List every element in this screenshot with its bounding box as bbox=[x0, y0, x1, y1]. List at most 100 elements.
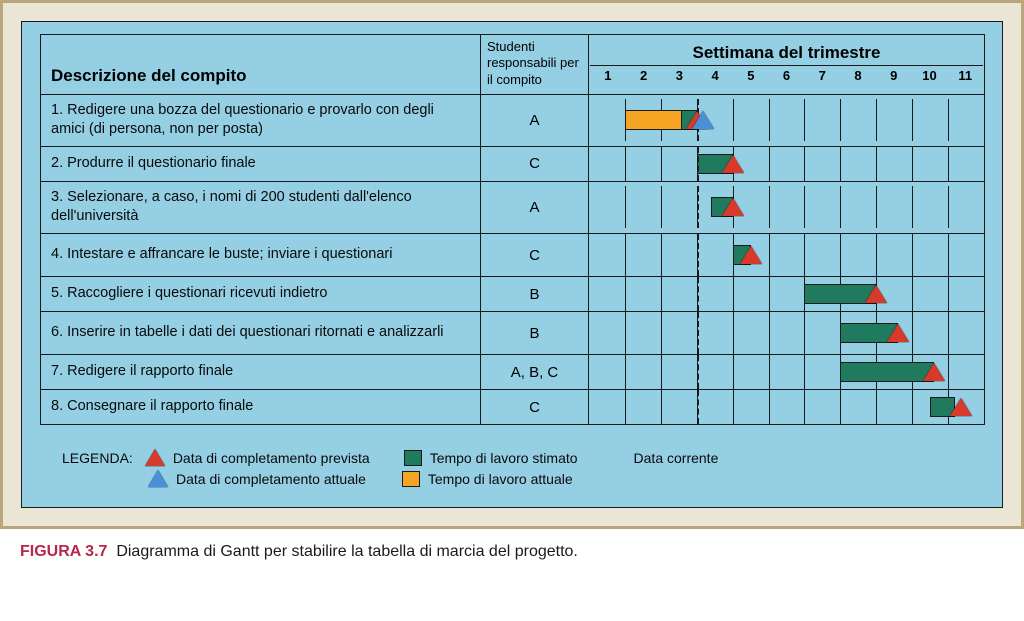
actual-completion-icon bbox=[692, 111, 714, 129]
grid-line bbox=[912, 277, 913, 311]
legend-current-text: Data corrente bbox=[634, 450, 719, 466]
grid-line bbox=[769, 277, 770, 311]
grid-line bbox=[840, 147, 841, 181]
grid-line bbox=[661, 312, 662, 354]
task-rows: 1. Redigere una bozza del questionario e… bbox=[41, 94, 985, 424]
task-description: 4. Intestare e affrancare le buste; invi… bbox=[41, 234, 481, 277]
task-row: 3. Selezionare, a caso, i nomi di 200 st… bbox=[41, 181, 985, 233]
grid-line bbox=[804, 312, 805, 354]
task-description: 1. Redigere una bozza del questionario e… bbox=[41, 94, 481, 146]
week-number: 4 bbox=[697, 66, 733, 85]
task-chart-cell bbox=[589, 234, 985, 277]
legend-actual-time-text: Tempo di lavoro attuale bbox=[428, 471, 573, 487]
grid-line bbox=[733, 99, 734, 141]
expected-completion-icon bbox=[950, 398, 972, 416]
legend-estimated-text: Tempo di lavoro stimato bbox=[430, 450, 578, 466]
grid-line bbox=[661, 147, 662, 181]
grid-line bbox=[804, 234, 805, 276]
grid-line bbox=[912, 390, 913, 424]
grid-line bbox=[948, 186, 949, 228]
grid-line bbox=[625, 312, 626, 354]
grid-line bbox=[876, 147, 877, 181]
task-responsible: A bbox=[481, 181, 589, 233]
expected-completion-icon bbox=[923, 363, 945, 381]
task-row: 5. Raccogliere i questionari ricevuti in… bbox=[41, 277, 985, 312]
task-responsible: A bbox=[481, 94, 589, 146]
legend-square-estimated-icon bbox=[404, 450, 422, 466]
gantt-chart-inner: Descrizione del compito Studenti respons… bbox=[22, 22, 1002, 439]
task-chart-cell bbox=[589, 181, 985, 233]
week-number: 10 bbox=[912, 66, 948, 85]
current-week-line bbox=[697, 234, 699, 276]
header-responsible: Studenti responsabili per il compito bbox=[481, 35, 589, 95]
grid-line bbox=[840, 234, 841, 276]
current-week-line bbox=[697, 390, 699, 424]
grid-line bbox=[948, 312, 949, 354]
expected-completion-icon bbox=[887, 324, 909, 342]
grid-line bbox=[948, 234, 949, 276]
grid-line bbox=[769, 99, 770, 141]
current-week-line bbox=[697, 355, 699, 389]
grid-line bbox=[912, 312, 913, 354]
gantt-table: Descrizione del compito Studenti respons… bbox=[40, 34, 985, 425]
week-number: 5 bbox=[733, 66, 769, 85]
task-chart-cell bbox=[589, 312, 985, 355]
current-week-line bbox=[697, 186, 699, 228]
legend-label: LEGENDA: bbox=[62, 450, 133, 466]
grid-line bbox=[733, 277, 734, 311]
week-number: 3 bbox=[661, 66, 697, 85]
task-row: 8. Consegnare il rapporto finaleC bbox=[41, 390, 985, 425]
task-row: 2. Produrre il questionario finaleC bbox=[41, 146, 985, 181]
grid-line bbox=[625, 277, 626, 311]
grid-line bbox=[948, 355, 949, 389]
grid-line bbox=[769, 312, 770, 354]
week-number: 1 bbox=[590, 66, 626, 85]
grid-line bbox=[876, 390, 877, 424]
expected-completion-icon bbox=[740, 246, 762, 264]
grid-line bbox=[661, 390, 662, 424]
grid-line bbox=[769, 234, 770, 276]
task-chart-cell bbox=[589, 94, 985, 146]
task-row: 4. Intestare e affrancare le buste; invi… bbox=[41, 234, 985, 277]
task-row: 1. Redigere una bozza del questionario e… bbox=[41, 94, 985, 146]
grid-line bbox=[625, 186, 626, 228]
task-chart-cell bbox=[589, 355, 985, 390]
grid-line bbox=[948, 277, 949, 311]
task-responsible: C bbox=[481, 390, 589, 425]
grid-line bbox=[804, 147, 805, 181]
grid-line bbox=[769, 355, 770, 389]
task-responsible: A, B, C bbox=[481, 355, 589, 390]
grid-line bbox=[661, 234, 662, 276]
figure-frame: Descrizione del compito Studenti respons… bbox=[0, 0, 1024, 529]
grid-line bbox=[733, 312, 734, 354]
grid-line bbox=[769, 147, 770, 181]
legend-expected-text: Data di completamento prevista bbox=[173, 450, 370, 466]
task-chart-cell bbox=[589, 146, 985, 181]
grid-line bbox=[840, 99, 841, 141]
gantt-chart-box: Descrizione del compito Studenti respons… bbox=[21, 21, 1003, 508]
grid-line bbox=[804, 355, 805, 389]
task-chart-cell bbox=[589, 277, 985, 312]
task-description: 8. Consegnare il rapporto finale bbox=[41, 390, 481, 425]
grid-line bbox=[840, 186, 841, 228]
expected-completion-icon bbox=[865, 285, 887, 303]
grid-line bbox=[804, 99, 805, 141]
current-week-line bbox=[697, 312, 699, 354]
grid-line bbox=[948, 99, 949, 141]
legend-triangle-expected-icon bbox=[145, 449, 165, 466]
grid-line bbox=[912, 234, 913, 276]
legend-actual-text: Data di completamento attuale bbox=[176, 471, 366, 487]
caption-label: FIGURA 3.7 bbox=[20, 543, 107, 560]
expected-completion-icon bbox=[722, 155, 744, 173]
week-number: 9 bbox=[876, 66, 912, 85]
grid-line bbox=[840, 390, 841, 424]
figure-caption: FIGURA 3.7 Diagramma di Gantt per stabil… bbox=[0, 529, 1024, 571]
grid-line bbox=[948, 147, 949, 181]
weeks-title: Settimana del trimestre bbox=[590, 43, 983, 65]
grid-line bbox=[769, 186, 770, 228]
legend-triangle-actual-icon bbox=[148, 470, 168, 487]
grid-line bbox=[912, 186, 913, 228]
task-responsible: B bbox=[481, 277, 589, 312]
grid-line bbox=[769, 390, 770, 424]
task-row: 6. Inserire in tabelle i dati dei questi… bbox=[41, 312, 985, 355]
